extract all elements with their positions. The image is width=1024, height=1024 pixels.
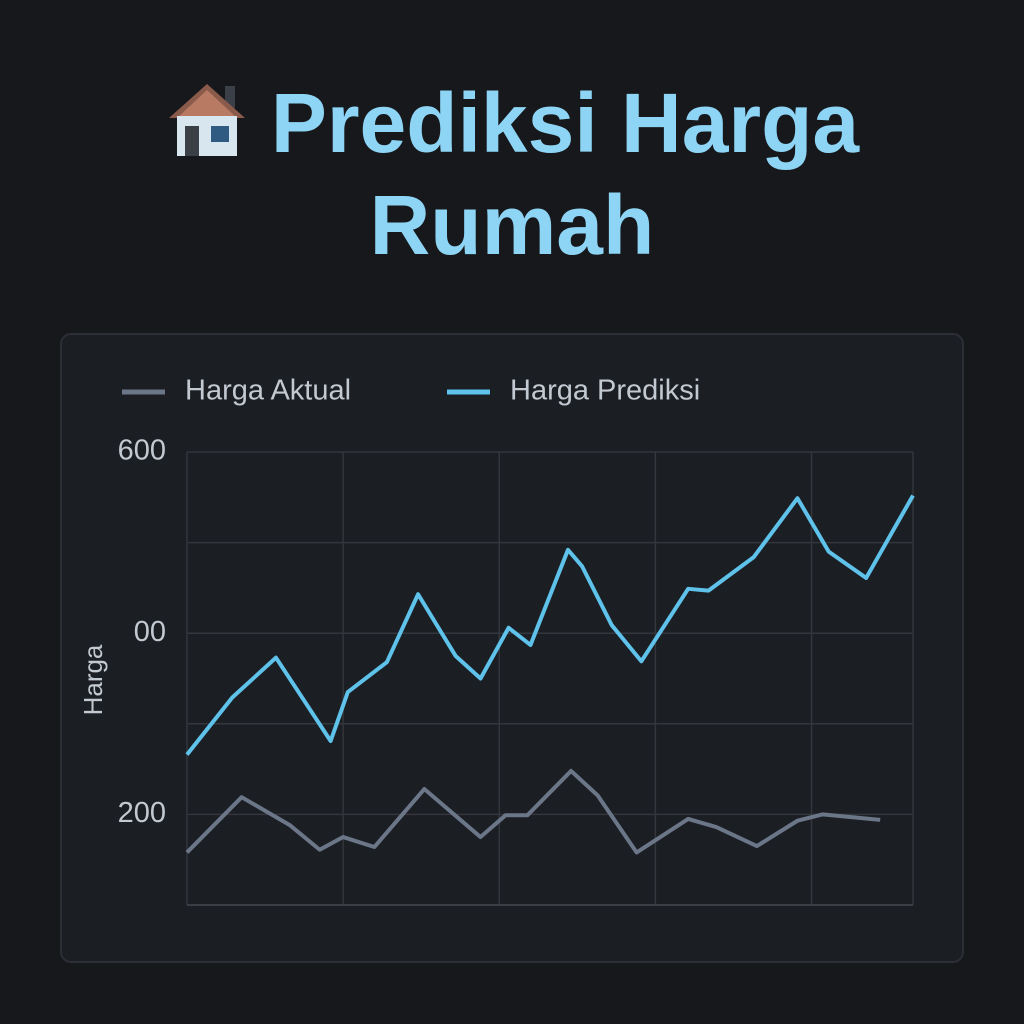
data-line xyxy=(185,494,915,756)
title: Prediksi Harga Rumah xyxy=(62,72,962,276)
y-tick-label: 200 xyxy=(118,797,166,829)
house-icon xyxy=(168,84,245,156)
data-line xyxy=(185,768,881,855)
legend-label: Harga Prediksi xyxy=(510,375,700,407)
legend-label: Harga Aktual xyxy=(185,375,351,407)
y-tick-label: 600 xyxy=(118,435,166,467)
chart-panel xyxy=(60,333,964,963)
title-text: Prediksi Harga Rumah xyxy=(270,76,860,272)
y-axis-label: Harga xyxy=(78,644,108,715)
y-tick-label: 00 xyxy=(134,616,166,648)
